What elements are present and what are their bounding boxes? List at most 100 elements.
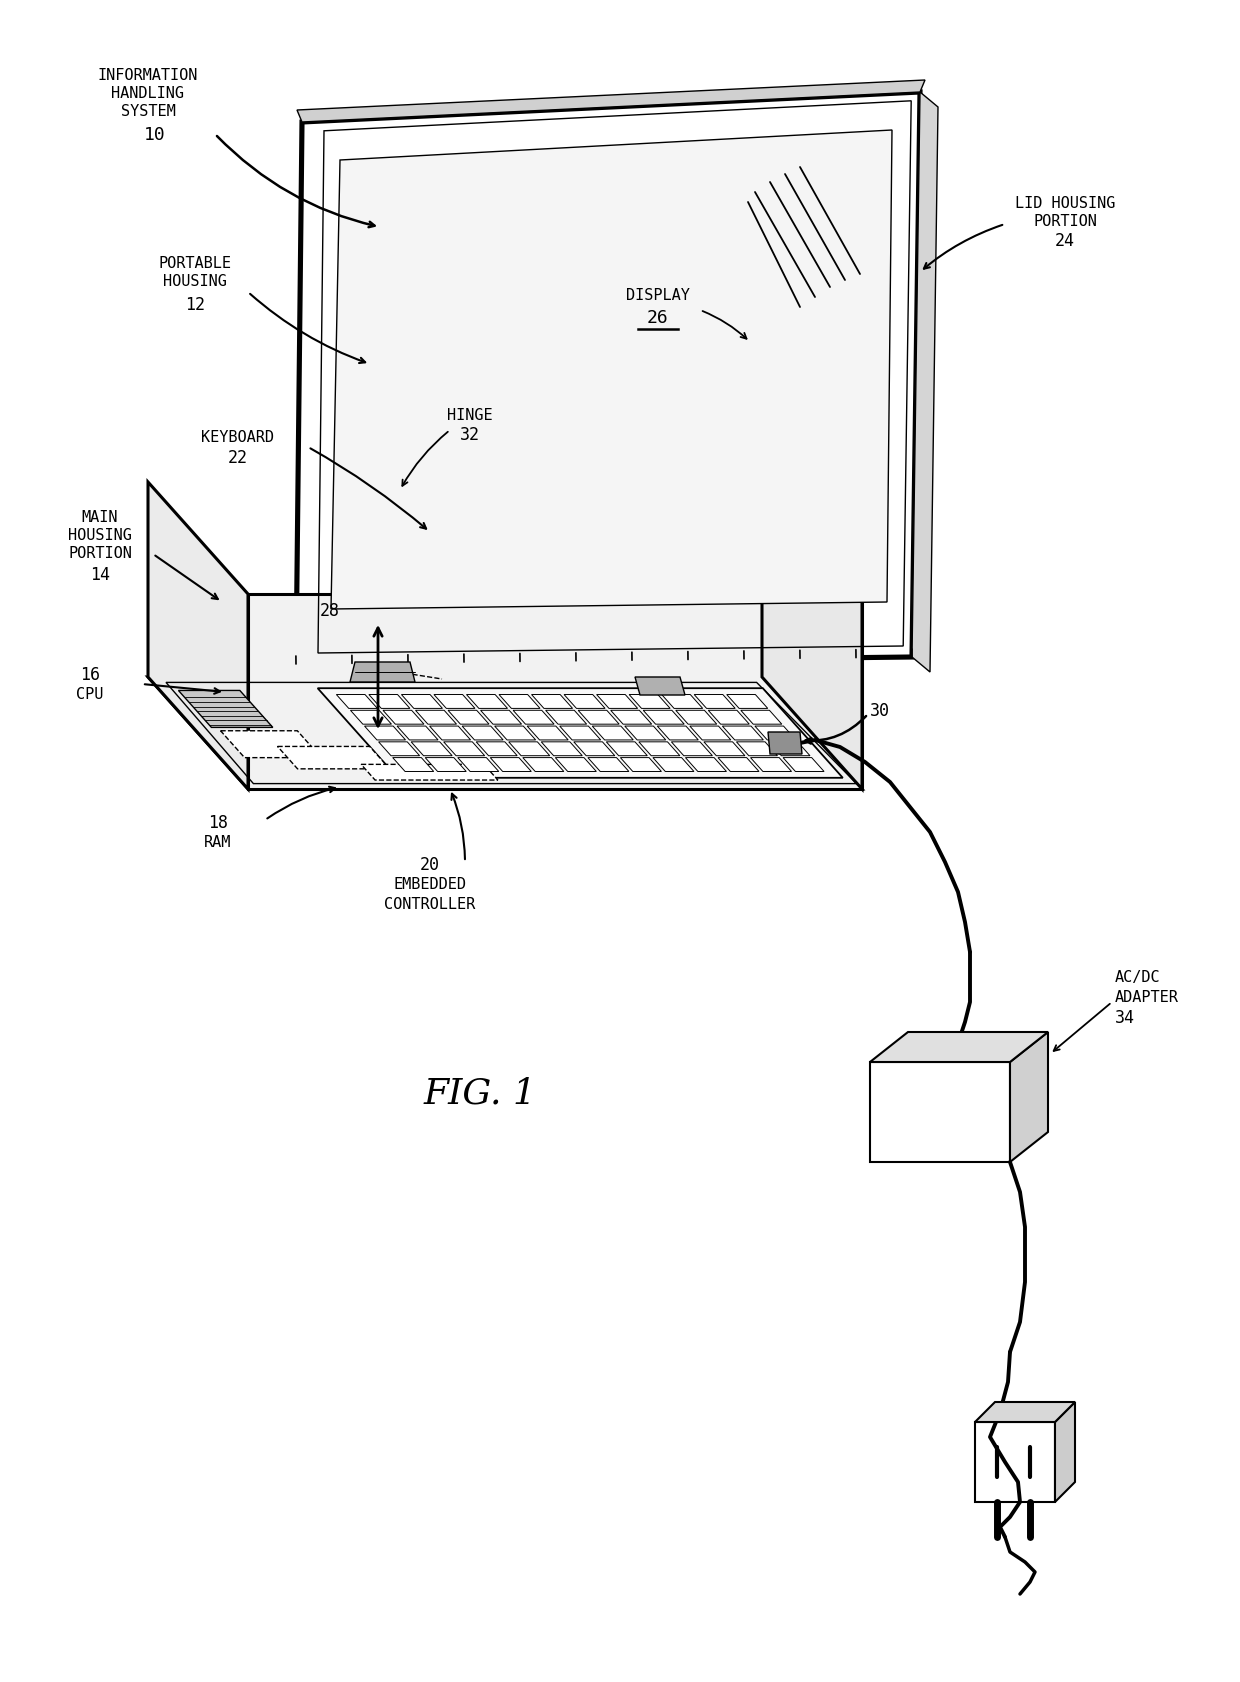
Text: SYSTEM: SYSTEM <box>120 103 175 118</box>
Text: EMBEDDED: EMBEDDED <box>393 876 466 891</box>
Polygon shape <box>425 759 466 772</box>
Polygon shape <box>361 765 498 780</box>
Polygon shape <box>317 690 843 779</box>
Text: CONTROLLER: CONTROLLER <box>384 897 476 912</box>
Polygon shape <box>336 695 377 710</box>
Polygon shape <box>588 759 629 772</box>
Polygon shape <box>365 727 405 740</box>
Polygon shape <box>508 742 549 757</box>
Polygon shape <box>463 727 503 740</box>
Text: PORTION: PORTION <box>68 547 131 562</box>
Polygon shape <box>368 695 410 710</box>
Text: HANDLING: HANDLING <box>112 86 185 101</box>
Polygon shape <box>662 695 703 710</box>
Polygon shape <box>686 759 727 772</box>
Polygon shape <box>221 732 321 759</box>
Polygon shape <box>763 483 862 789</box>
Polygon shape <box>782 759 825 772</box>
Text: 14: 14 <box>91 565 110 584</box>
Polygon shape <box>676 711 717 725</box>
Polygon shape <box>523 759 564 772</box>
Polygon shape <box>755 727 796 740</box>
Polygon shape <box>490 759 531 772</box>
Text: 18: 18 <box>208 814 228 831</box>
Text: ADAPTER: ADAPTER <box>1115 991 1179 1004</box>
Polygon shape <box>458 759 498 772</box>
Polygon shape <box>596 695 637 710</box>
Polygon shape <box>723 727 764 740</box>
Polygon shape <box>513 711 554 725</box>
Polygon shape <box>402 695 443 710</box>
Text: INFORMATION: INFORMATION <box>98 67 198 82</box>
Text: 34: 34 <box>1115 1009 1135 1026</box>
Text: LID HOUSING: LID HOUSING <box>1014 195 1115 210</box>
Text: HOUSING: HOUSING <box>164 274 227 288</box>
Text: 12: 12 <box>185 296 205 315</box>
Polygon shape <box>564 695 605 710</box>
Text: PORTABLE: PORTABLE <box>159 256 232 271</box>
Text: HOUSING: HOUSING <box>68 528 131 543</box>
Polygon shape <box>412 742 453 757</box>
Polygon shape <box>657 727 698 740</box>
Polygon shape <box>975 1423 1055 1502</box>
Polygon shape <box>625 727 666 740</box>
Polygon shape <box>1055 1403 1075 1502</box>
Polygon shape <box>639 742 680 757</box>
Text: 30: 30 <box>870 701 890 720</box>
Polygon shape <box>768 733 802 755</box>
Polygon shape <box>559 727 600 740</box>
Text: 20: 20 <box>420 856 440 873</box>
Polygon shape <box>148 678 862 789</box>
Polygon shape <box>593 727 634 740</box>
Polygon shape <box>495 727 536 740</box>
Polygon shape <box>750 759 791 772</box>
Text: FIG. 1: FIG. 1 <box>424 1075 537 1110</box>
Polygon shape <box>498 695 541 710</box>
Polygon shape <box>448 711 489 725</box>
Polygon shape <box>397 727 438 740</box>
Polygon shape <box>393 759 434 772</box>
Polygon shape <box>629 695 670 710</box>
Polygon shape <box>870 1033 1048 1063</box>
Polygon shape <box>671 742 713 757</box>
Polygon shape <box>694 695 735 710</box>
Text: HINGE: HINGE <box>448 407 492 422</box>
Text: 22: 22 <box>228 449 248 466</box>
Polygon shape <box>704 742 745 757</box>
Polygon shape <box>298 81 925 123</box>
Polygon shape <box>740 711 782 725</box>
Text: 28: 28 <box>320 602 340 619</box>
Text: 24: 24 <box>1055 232 1075 251</box>
Polygon shape <box>574 742 615 757</box>
Text: MAIN: MAIN <box>82 510 118 525</box>
Polygon shape <box>975 1403 1075 1423</box>
Text: PORTION: PORTION <box>1033 214 1097 229</box>
Text: AC/DC: AC/DC <box>1115 971 1161 986</box>
Polygon shape <box>644 711 684 725</box>
Polygon shape <box>481 711 522 725</box>
Polygon shape <box>870 1063 1011 1162</box>
Polygon shape <box>278 747 389 769</box>
Polygon shape <box>689 727 730 740</box>
Polygon shape <box>911 93 937 673</box>
Text: CPU: CPU <box>77 686 104 701</box>
Polygon shape <box>606 742 647 757</box>
Text: 16: 16 <box>81 666 100 683</box>
Polygon shape <box>296 93 920 664</box>
Polygon shape <box>727 695 768 710</box>
Text: RAM: RAM <box>205 834 232 849</box>
Polygon shape <box>532 695 573 710</box>
Polygon shape <box>466 695 507 710</box>
Polygon shape <box>248 595 862 789</box>
Polygon shape <box>434 695 475 710</box>
Polygon shape <box>769 742 810 757</box>
Text: 10: 10 <box>144 126 166 145</box>
Polygon shape <box>148 483 248 789</box>
Polygon shape <box>610 711 652 725</box>
Polygon shape <box>179 691 273 728</box>
Polygon shape <box>578 711 619 725</box>
Polygon shape <box>527 727 568 740</box>
Polygon shape <box>351 711 392 725</box>
Polygon shape <box>541 742 583 757</box>
Polygon shape <box>383 711 424 725</box>
